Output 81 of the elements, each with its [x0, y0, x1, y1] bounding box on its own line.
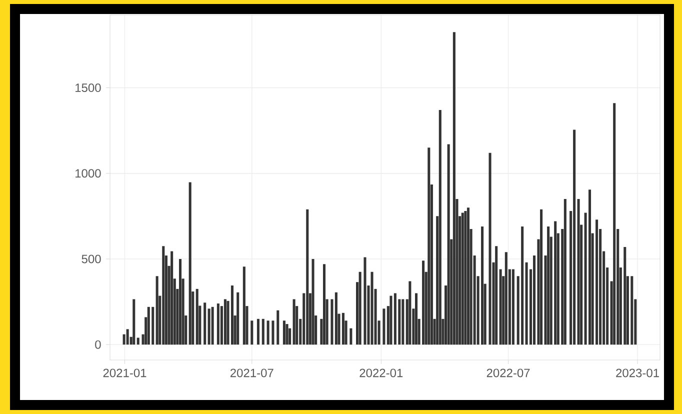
bar — [461, 212, 464, 345]
bar — [390, 296, 392, 345]
bar — [288, 328, 292, 345]
bar — [208, 308, 210, 345]
bar — [364, 257, 366, 345]
bar — [178, 258, 182, 345]
bar — [554, 221, 557, 345]
bar — [540, 209, 543, 345]
bar — [414, 293, 418, 345]
bar — [613, 103, 616, 345]
x-tick-label: 2022-01 — [360, 368, 403, 378]
bar — [521, 226, 524, 345]
bar — [382, 308, 386, 345]
bar — [547, 226, 550, 345]
bar — [196, 288, 198, 345]
bar — [262, 318, 264, 345]
bar — [525, 262, 528, 345]
bar — [224, 299, 226, 345]
y-tick-label: 0 — [95, 340, 101, 349]
x-tick-label: 2021-07 — [230, 368, 274, 378]
bar — [292, 299, 296, 345]
bar — [211, 306, 214, 345]
bar — [394, 293, 396, 345]
bar — [256, 318, 260, 345]
bar — [266, 320, 270, 345]
bar — [188, 182, 192, 345]
bar — [312, 258, 314, 345]
bar — [577, 199, 580, 345]
bar — [162, 246, 165, 345]
bar — [370, 272, 374, 345]
bar — [156, 276, 158, 345]
bar — [136, 338, 140, 345]
bar — [230, 286, 234, 345]
y-tick-label: 1500 — [76, 84, 101, 92]
bar — [242, 266, 246, 345]
bar — [152, 306, 154, 345]
bar — [596, 220, 598, 345]
bar — [499, 269, 502, 345]
bar — [495, 246, 498, 345]
bar — [276, 310, 280, 345]
bar — [464, 211, 467, 345]
bar — [282, 320, 286, 345]
bar — [322, 264, 326, 345]
bar — [624, 246, 626, 345]
bar — [334, 292, 338, 345]
bar — [428, 148, 430, 345]
bar — [504, 252, 508, 345]
bar — [147, 306, 150, 345]
bar — [204, 302, 206, 345]
bar — [588, 190, 592, 345]
bar — [216, 303, 220, 345]
bar — [488, 152, 492, 345]
y-tick-label: 1000 — [76, 169, 101, 178]
bar — [564, 199, 566, 345]
bar — [126, 329, 129, 345]
bar — [447, 144, 450, 345]
bar — [342, 312, 344, 345]
bar — [358, 272, 362, 345]
bar — [512, 269, 514, 345]
bar — [422, 260, 425, 345]
bar — [330, 299, 334, 345]
bar — [408, 281, 412, 345]
bar — [286, 324, 288, 345]
bar — [350, 328, 352, 345]
bar — [438, 110, 442, 345]
bar — [452, 32, 456, 345]
bar — [306, 209, 309, 345]
bar — [466, 208, 470, 345]
bar — [481, 226, 484, 345]
x-tick-label: 2023-01 — [616, 368, 659, 378]
y-tick-label: 500 — [82, 254, 101, 264]
x-tick-label: 2022-07 — [486, 368, 530, 378]
bar — [250, 320, 254, 345]
bar — [630, 276, 634, 345]
bar — [236, 292, 240, 345]
bar — [573, 130, 576, 345]
bar — [132, 299, 136, 345]
bar — [170, 251, 174, 345]
x-tick-label: 2021-01 — [103, 368, 146, 378]
bar — [272, 320, 274, 345]
bar — [402, 299, 404, 345]
